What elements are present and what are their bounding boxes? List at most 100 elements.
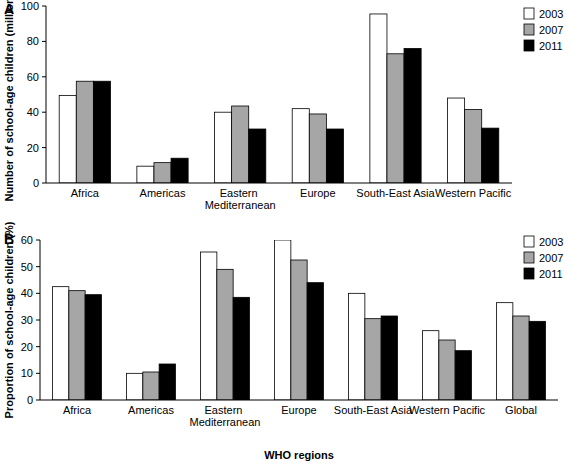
y-tick-label: 30 — [21, 314, 33, 326]
bar — [232, 106, 249, 183]
y-tick — [42, 6, 46, 7]
bar — [309, 114, 326, 183]
bar — [307, 283, 323, 400]
panel: B0102030405060AfricaAmericasEastern Medi… — [3, 221, 563, 461]
bar — [201, 252, 217, 400]
bar — [233, 297, 249, 400]
legend: 2003 2007 2011 — [524, 8, 563, 52]
legend-swatch — [524, 252, 534, 263]
y-axis-title: Proportion of school-age children (%) — [3, 221, 15, 418]
x-tick-label: Americas — [128, 404, 174, 416]
bar — [439, 340, 455, 400]
y-tick-label: 60 — [21, 234, 33, 246]
y-tick — [36, 346, 40, 347]
x-tick-label: Eastern Mediterranean — [190, 404, 261, 428]
y-tick — [42, 76, 46, 77]
bar — [381, 316, 397, 400]
y-tick — [42, 147, 46, 148]
legend-label: 2007 — [539, 24, 563, 36]
bar — [349, 293, 365, 400]
x-tick-label: Americas — [140, 187, 186, 199]
x-tick-label: Africa — [71, 187, 100, 199]
bar — [404, 48, 421, 183]
y-tick-label: 40 — [21, 287, 33, 299]
bar — [85, 295, 101, 400]
legend-label: 2007 — [539, 252, 563, 264]
bar — [159, 364, 175, 400]
bar — [387, 54, 404, 183]
y-axis-title: Number of school-age children (millions) — [3, 0, 15, 201]
bar — [127, 373, 143, 400]
bar — [455, 351, 471, 400]
bar — [143, 372, 159, 400]
bar — [249, 129, 266, 183]
bar — [365, 319, 381, 400]
legend: 2003 2007 2011 — [524, 236, 563, 280]
x-tick-label: Eastern Mediterranean — [205, 187, 276, 211]
bar — [292, 109, 309, 183]
bar — [370, 14, 387, 183]
x-tick-label: Western Pacific — [435, 187, 512, 199]
y-tick-label: 10 — [21, 367, 33, 379]
bar — [215, 112, 232, 183]
y-tick-label: 20 — [21, 341, 33, 353]
bar — [137, 166, 154, 183]
bar — [59, 95, 76, 183]
y-tick — [36, 400, 40, 401]
x-axis — [46, 183, 512, 184]
bar — [93, 81, 110, 183]
y-tick-label: 0 — [27, 394, 33, 406]
y-tick — [36, 266, 40, 267]
bars — [53, 240, 546, 400]
bars — [59, 14, 499, 183]
x-tick-label: South-East Asia — [334, 404, 413, 416]
bar — [53, 287, 69, 400]
bar — [465, 110, 482, 183]
y-tick-label: 0 — [33, 177, 39, 189]
bar — [497, 303, 513, 400]
bar — [513, 316, 529, 400]
y-tick-label: 50 — [21, 261, 33, 273]
bar — [275, 240, 291, 400]
bar — [448, 98, 465, 183]
y-tick-label: 40 — [27, 106, 39, 118]
legend-swatch — [524, 8, 534, 19]
x-tick-label: Europe — [281, 404, 316, 416]
x-tick-label: Europe — [300, 187, 335, 199]
panel: A020406080100AfricaAmericasEastern Medit… — [3, 0, 563, 211]
legend-label: 2003 — [539, 236, 563, 248]
bar — [482, 128, 499, 183]
legend-label: 2003 — [539, 8, 563, 20]
figure: A020406080100AfricaAmericasEastern Medit… — [0, 0, 573, 468]
bar — [76, 81, 93, 183]
legend-swatch — [524, 236, 534, 247]
y-tick — [36, 373, 40, 374]
y-tick — [36, 320, 40, 321]
y-tick — [42, 183, 46, 184]
y-tick — [42, 41, 46, 42]
legend-swatch — [524, 268, 534, 279]
legend-label: 2011 — [539, 40, 563, 52]
y-tick — [36, 240, 40, 241]
bar — [171, 158, 188, 183]
y-tick — [36, 293, 40, 294]
bar — [423, 331, 439, 400]
x-tick-label: Global — [505, 404, 537, 416]
x-tick-label: South-East Asia — [356, 187, 435, 199]
x-tick-label: Western Pacific — [409, 404, 486, 416]
legend-swatch — [524, 24, 534, 35]
x-tick-label: Africa — [63, 404, 92, 416]
bar — [217, 269, 233, 400]
y-tick-label: 100 — [21, 0, 39, 12]
bar — [154, 163, 171, 183]
x-axis-title: WHO regions — [264, 449, 334, 461]
y-tick-label: 20 — [27, 142, 39, 154]
y-axis — [46, 6, 47, 183]
x-axis — [40, 400, 558, 401]
bar — [291, 260, 307, 400]
legend-label: 2011 — [539, 268, 563, 280]
bar — [529, 321, 545, 400]
y-tick-label: 60 — [27, 71, 39, 83]
bar — [326, 129, 343, 183]
bar — [69, 291, 85, 400]
